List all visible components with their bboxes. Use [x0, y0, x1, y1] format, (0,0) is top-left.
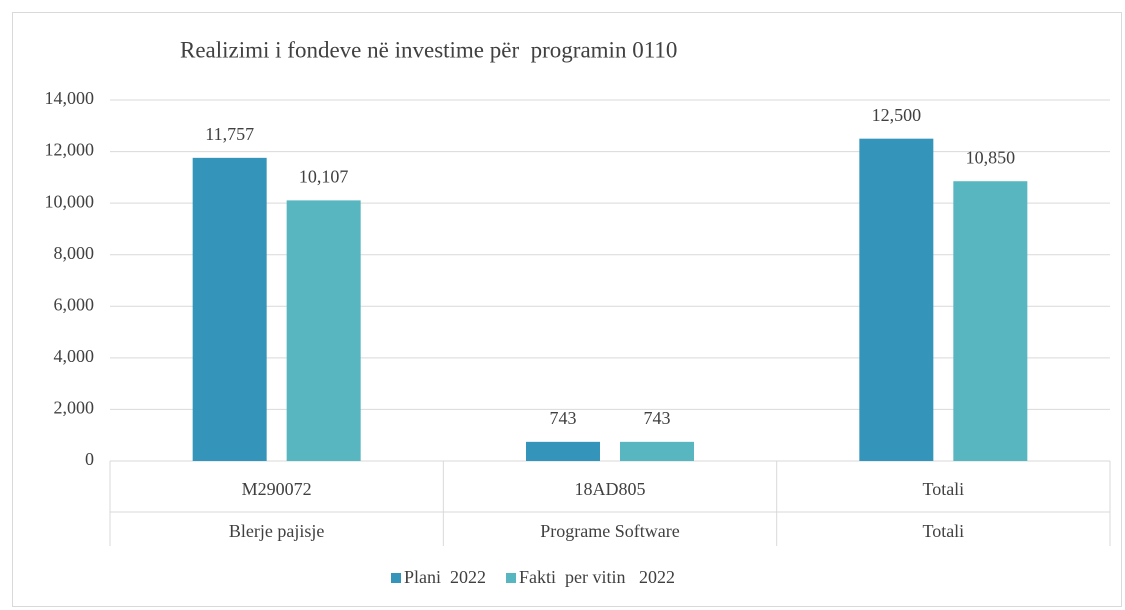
y-tick-label: 4,000: [54, 346, 95, 366]
y-tick-label: 6,000: [54, 294, 95, 314]
bar: [526, 441, 600, 461]
y-tick-label: 0: [85, 449, 94, 469]
x-tick-label: Totali: [922, 479, 964, 499]
bar: [859, 138, 934, 461]
x-tick-label: M290072: [242, 479, 312, 499]
x-tick-label: 18AD805: [575, 479, 646, 499]
legend-swatch: [391, 573, 401, 583]
bar: [192, 157, 267, 462]
legend-swatch: [506, 573, 517, 583]
value-label: 10,850: [966, 147, 1016, 167]
legend-label: Plani 2022: [404, 567, 486, 587]
value-label: 743: [644, 408, 671, 428]
y-tick-label: 12,000: [45, 140, 95, 160]
value-label: 11,757: [205, 124, 254, 144]
y-tick-label: 10,000: [45, 191, 95, 211]
chart-title: Realizimi i fondeve në investime për pro…: [180, 37, 677, 62]
x-group-label: Totali: [922, 521, 964, 541]
value-label: 12,500: [872, 105, 922, 125]
value-label: 743: [550, 408, 577, 428]
y-tick-label: 8,000: [54, 243, 95, 263]
bar: [286, 200, 361, 461]
y-tick-label: 14,000: [45, 88, 95, 108]
x-group-label: Blerje pajisje: [229, 521, 324, 541]
y-tick-label: 2,000: [54, 398, 95, 418]
value-label: 10,107: [299, 167, 349, 187]
bar: [620, 441, 694, 461]
legend-label: Fakti per vitin 2022: [519, 567, 675, 587]
x-group-label: Programe Software: [540, 521, 679, 541]
bar: [953, 181, 1028, 461]
